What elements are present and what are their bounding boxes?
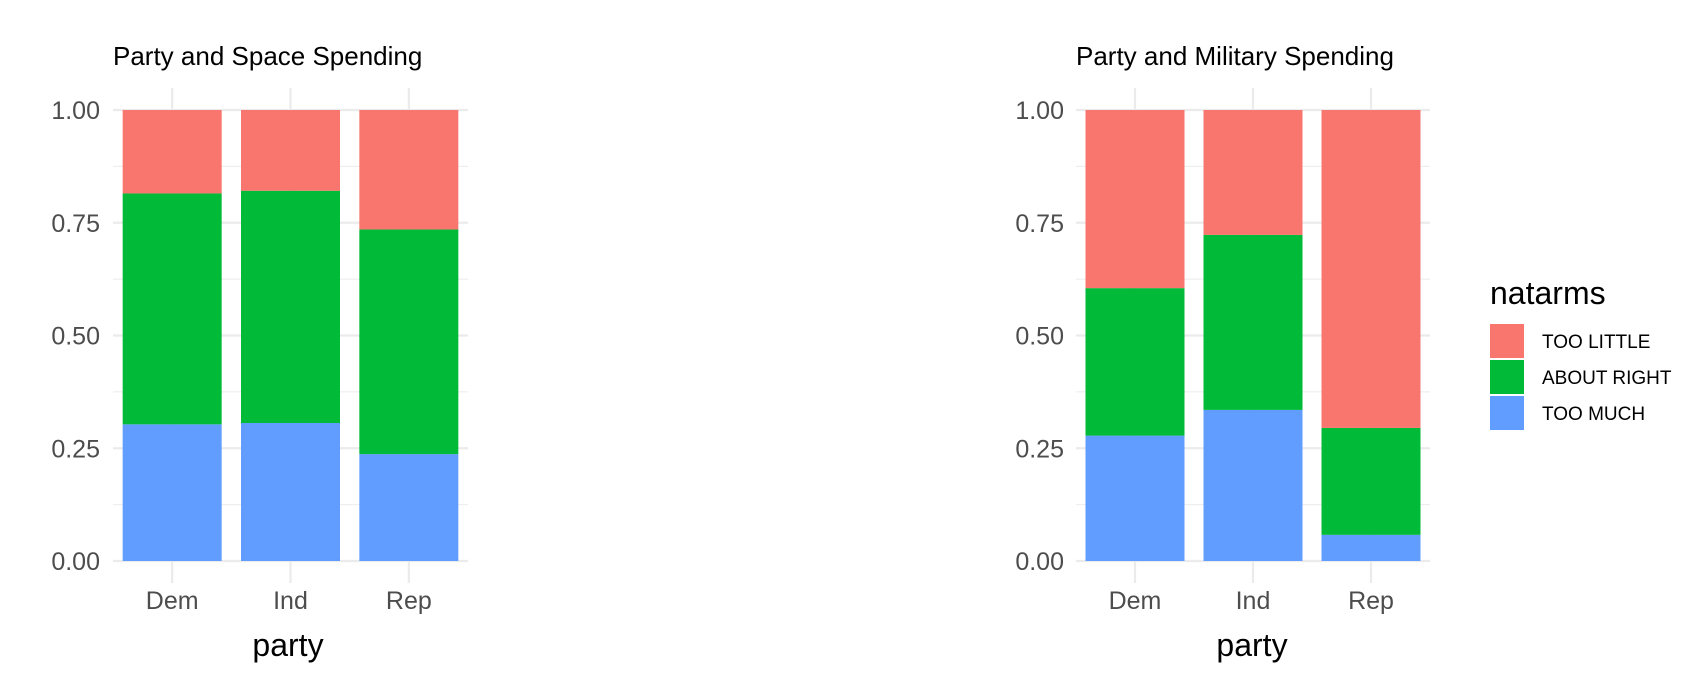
x-tick-label: Dem <box>1109 587 1162 615</box>
y-tick-label: 1.00 <box>51 97 100 125</box>
chart-title-military: Party and Military Spending <box>1076 41 1394 71</box>
legend: natarms TOO LITTLE ABOUT RIGHT TOO MUCH <box>1490 275 1672 430</box>
bar-segment-rep-too-little <box>359 110 459 230</box>
legend-key-too-little <box>1490 324 1524 358</box>
plot-panel-military: 0.00 0.25 0.50 0.75 1.00 Dem Ind Rep <box>1015 88 1430 615</box>
bar-segment-rep-too-little <box>1321 110 1421 428</box>
plot-panel-space: 0.00 0.25 0.50 0.75 1.00 Dem Ind Rep <box>51 88 468 615</box>
legend-label: TOO LITTLE <box>1542 332 1650 353</box>
y-tick-label: 0.25 <box>1015 435 1064 463</box>
x-axis-title-military: party <box>1216 627 1287 663</box>
bar-segment-dem-too-little <box>1085 110 1185 289</box>
legend-key-too-much <box>1490 396 1524 430</box>
bar-segment-dem-too-much <box>122 424 222 561</box>
y-tick-label: 0.50 <box>51 323 100 351</box>
y-tick-label: 0.00 <box>1015 548 1064 576</box>
y-tick-label: 1.00 <box>1015 97 1064 125</box>
legend-key-about-right <box>1490 360 1524 394</box>
bar-segment-ind-about-right <box>241 190 340 423</box>
bar-segment-ind-too-much <box>1203 409 1303 561</box>
x-tick-label: Ind <box>1236 587 1271 615</box>
x-tick-label: Rep <box>386 587 432 615</box>
y-tick-label: 0.00 <box>51 548 100 576</box>
bar-segment-rep-about-right <box>359 229 459 455</box>
legend-label: ABOUT RIGHT <box>1542 368 1672 389</box>
bar-segment-ind-about-right <box>1203 234 1303 410</box>
bar-segment-dem-too-much <box>1085 435 1185 561</box>
legend-title: natarms <box>1490 275 1606 311</box>
x-tick-label: Rep <box>1348 587 1394 615</box>
chart-space-spending: Party and Space Spending 0.00 0.25 0.50 0.7… <box>51 41 468 663</box>
bar-segment-dem-about-right <box>1085 288 1185 436</box>
bar-segment-rep-too-much <box>1321 534 1421 561</box>
bar-segment-rep-too-much <box>359 454 459 561</box>
legend-items: TOO LITTLE ABOUT RIGHT TOO MUCH <box>1490 324 1672 430</box>
y-tick-label: 0.75 <box>1015 210 1064 238</box>
chart-military-spending: Party and Military Spending 0.00 0.25 0.50… <box>1015 41 1430 663</box>
bar-segment-rep-about-right <box>1321 427 1421 535</box>
y-tick-label: 0.25 <box>51 435 100 463</box>
chart-title-space: Party and Space Spending <box>113 41 422 71</box>
bar-segment-dem-about-right <box>122 193 222 425</box>
x-axis-title-space: party <box>252 627 323 663</box>
bar-segment-ind-too-much <box>241 422 340 561</box>
x-tick-label: Ind <box>273 587 308 615</box>
y-tick-label: 0.50 <box>1015 323 1064 351</box>
x-tick-label: Dem <box>146 587 199 615</box>
bar-segment-ind-too-little <box>241 110 340 191</box>
bar-segment-ind-too-little <box>1203 110 1303 235</box>
bar-segment-dem-too-little <box>122 110 222 194</box>
y-tick-label: 0.75 <box>51 210 100 238</box>
legend-label: TOO MUCH <box>1542 404 1645 425</box>
